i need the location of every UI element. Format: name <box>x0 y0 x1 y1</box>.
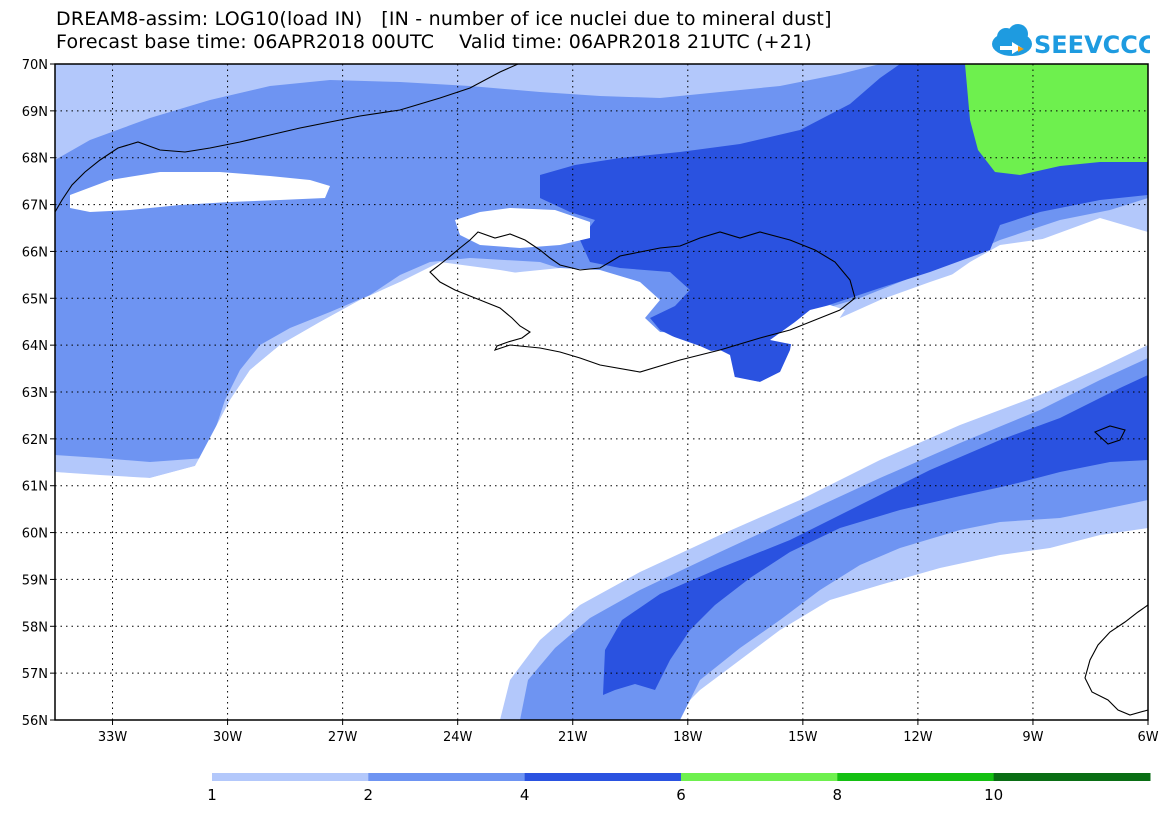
contour-level-4-south <box>603 375 1148 695</box>
lon-tick-label: 9W <box>1022 730 1043 745</box>
seevccc-logo: SEEVCCC <box>992 24 1150 59</box>
lat-tick-label: 59N <box>22 573 48 588</box>
lat-tick-label: 60N <box>22 527 48 542</box>
lat-tick-label: 69N <box>22 105 48 120</box>
map-subtitle: Forecast base time: 06APR2018 00UTC Vali… <box>56 31 812 53</box>
longitude-axis: 33W 30W 27W 24W 21W 18W 15W 12W 9W 6W <box>98 720 1159 745</box>
colorbar-swatch <box>837 773 995 781</box>
lon-tick-label: 24W <box>443 730 473 745</box>
colorbar: 1 2 4 6 8 10 <box>207 773 1151 804</box>
colorbar-swatch <box>993 773 1151 781</box>
lat-tick-label: 62N <box>22 433 48 448</box>
colorbar-label: 10 <box>984 786 1003 804</box>
lat-tick-label: 58N <box>22 620 48 635</box>
lon-tick-label: 21W <box>558 730 588 745</box>
colorbar-label: 4 <box>520 786 530 804</box>
clear-area-north-iceland <box>455 208 590 248</box>
greenland-coastline <box>54 63 519 213</box>
clear-area-east <box>930 225 1148 348</box>
colorbar-swatch <box>368 773 526 781</box>
lat-tick-label: 64N <box>22 339 48 354</box>
gridlines <box>55 64 1148 720</box>
scotland-coastline <box>1084 604 1149 716</box>
lat-tick-label: 63N <box>22 386 48 401</box>
latitude-axis: 56N 57N 58N 59N 60N 61N 62N 63N 64N 65N 66N 67N 68N 6… <box>22 58 55 729</box>
cloud-icon <box>992 24 1032 56</box>
contour-level-6-ne <box>965 64 1148 175</box>
map-title: DREAM8-assim: LOG10(load IN) [IN - numbe… <box>56 8 832 30</box>
logo-text: SEEVCCC <box>1034 31 1150 59</box>
iceland-coastline <box>429 231 856 373</box>
lon-tick-label: 12W <box>903 730 933 745</box>
lon-tick-label: 15W <box>788 730 818 745</box>
colorbar-swatch <box>681 773 838 781</box>
lon-tick-label: 30W <box>213 730 243 745</box>
colorbar-label: 2 <box>364 786 374 804</box>
lon-tick-label: 27W <box>328 730 358 745</box>
lon-tick-label: 33W <box>98 730 128 745</box>
lat-tick-label: 57N <box>22 667 48 682</box>
lat-tick-label: 65N <box>22 292 48 307</box>
colorbar-label: 8 <box>833 786 843 804</box>
lat-tick-label: 66N <box>22 245 48 260</box>
lon-tick-label: 18W <box>673 730 703 745</box>
contour-fields <box>55 64 1148 720</box>
lon-tick-label: 6W <box>1137 730 1158 745</box>
clear-area-greenland-coast <box>70 172 330 212</box>
faroe-coastline <box>1093 425 1126 445</box>
colorbar-swatch <box>212 773 369 781</box>
lat-tick-label: 56N <box>22 714 48 729</box>
lat-tick-label: 70N <box>22 58 48 73</box>
colorbar-swatch <box>524 773 682 781</box>
coastlines <box>54 63 1149 716</box>
lat-tick-label: 68N <box>22 152 48 167</box>
lat-tick-label: 61N <box>22 480 48 495</box>
colorbar-label: 6 <box>676 786 686 804</box>
colorbar-label: 1 <box>207 786 217 804</box>
lat-tick-label: 67N <box>22 199 48 214</box>
